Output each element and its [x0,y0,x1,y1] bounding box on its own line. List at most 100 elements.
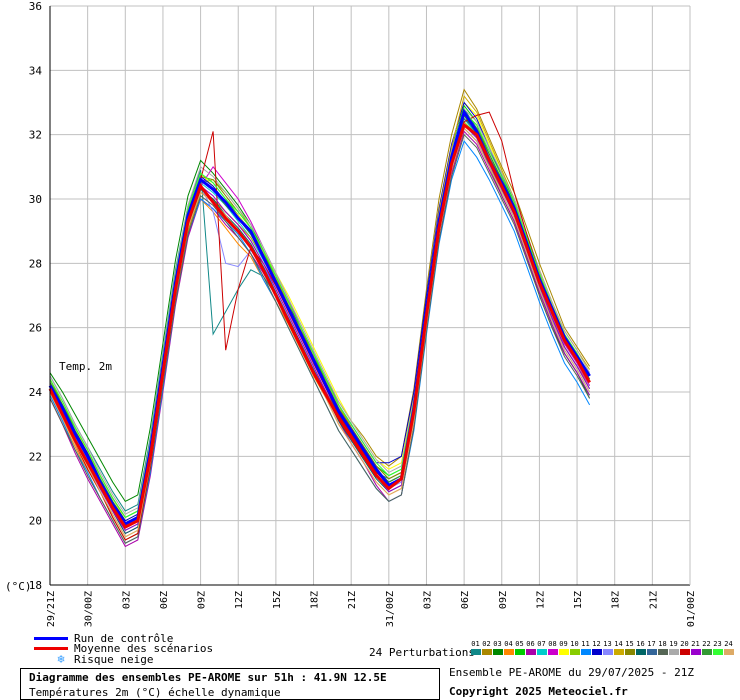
ensemble-info: Ensemble PE-AROME du 29/07/2025 - 21Z [449,666,695,679]
perturbation-number: 10 [570,640,579,648]
perturbation-number: 19 [669,640,678,648]
perturbation-number: 22 [702,640,711,648]
perturbation-number: 02 [482,640,491,648]
legend-snow: ❄ Risque neige [34,652,154,666]
perturbation-22: 22 [701,640,712,655]
perturbation-swatch [514,649,525,655]
perturbation-09: 09 [558,640,569,655]
x-tick-label: 15Z [573,591,584,609]
perturbation-number: 24 [724,640,733,648]
perturbation-number: 09 [559,640,568,648]
y-tick-label: 20 [29,515,42,528]
perturbation-number: 11 [581,640,590,648]
perturbation-number: 18 [658,640,667,648]
x-tick-label: 12Z [535,591,546,609]
perturbation-swatch [635,649,646,655]
y-tick-label: 22 [29,450,42,463]
perturbation-number: 21 [691,640,700,648]
perturbation-11: 11 [580,640,591,655]
perturbation-number: 20 [680,640,689,648]
copyright: Copyright 2025 Meteociel.fr [449,685,628,698]
perturbation-number: 03 [493,640,502,648]
x-tick-label: 03Z [422,591,433,609]
legend-control: Run de contrôle [34,631,174,645]
x-tick-label: 30/00Z [84,591,95,627]
perturbation-10: 10 [569,640,580,655]
perturbation-03: 03 [492,640,503,655]
perturbation-swatch [668,649,679,655]
x-tick-label: 21Z [648,591,659,609]
perturbation-number: 17 [647,640,656,648]
plot-area [50,6,690,585]
y-tick-label: 18 [29,579,42,592]
perturbation-swatch [679,649,690,655]
perturbation-number: 01 [471,640,480,648]
y-tick-label: 24 [29,386,43,399]
perturbation-swatch [690,649,701,655]
perturbation-20: 20 [679,640,690,655]
y-tick-label: 34 [29,64,43,77]
x-tick-label: 12Z [234,591,245,609]
perturbation-swatch [525,649,536,655]
x-tick-label: 15Z [272,591,283,609]
perturbation-swatch [624,649,635,655]
control-label: Run de contrôle [74,631,174,645]
axes [49,6,691,586]
mean-label: Moyenne des scénarios [74,641,214,655]
x-tick-label: 06Z [159,591,170,609]
x-tick-label: 31/00Z [385,591,396,627]
perturbation-swatch [503,649,514,655]
x-tick-label: 06Z [460,591,471,609]
perturbation-06: 06 [525,640,536,655]
legend-mean: Moyenne des scénarios [34,641,214,655]
perturbation-number: 13 [603,640,612,648]
perturbation-07: 07 [536,640,547,655]
perturbation-swatch [723,649,734,655]
perturbation-number: 05 [515,640,524,648]
perturbation-swatch [536,649,547,655]
perturbation-swatch [712,649,723,655]
perturbation-13: 13 [602,640,613,655]
perturbation-swatch [646,649,657,655]
perturbation-04: 04 [503,640,514,655]
temperature-chart: 18 20 22 24 26 28 30 32 34 36 29/21Z 30/00Z 03Z 06Z 0… [5,0,697,627]
y-tick-label: 30 [29,193,42,206]
perturbation-19: 19 [668,640,679,655]
perturbation-21: 21 [690,640,701,655]
perturbation-number: 15 [625,640,634,648]
perturbation-swatch [613,649,624,655]
perturbation-swatch [492,649,503,655]
x-tick-label: 03Z [121,591,132,609]
perturbation-number: 16 [636,640,645,648]
perturbation-24: 24 [723,640,734,655]
y-tick-label: 32 [29,129,42,142]
perturbation-swatch [569,649,580,655]
perturbation-18: 18 [657,640,668,655]
y-tick-label: 36 [29,0,42,13]
perturbation-number: 08 [548,640,557,648]
control-swatch [34,636,68,640]
mean-swatch [34,646,68,650]
chart-info-box: Diagramme des ensembles PE-AROME sur 51h… [20,668,440,700]
y-axis-unit: (°C) [5,580,32,593]
perturbations-label: 24 Perturbations [369,646,475,659]
perturbation-swatch [591,649,602,655]
perturbation-swatch [701,649,712,655]
member-line-18 [49,133,591,544]
x-tick-label: 18Z [310,591,321,609]
chart-title: Diagramme des ensembles PE-AROME sur 51h… [29,671,387,684]
perturbation-swatch [481,649,492,655]
chart-subtitle: Températures 2m (°C) échelle dynamique [29,686,281,699]
perturbation-swatch [558,649,569,655]
y-tick-label: 28 [29,257,42,270]
snow-label: Risque neige [74,652,154,666]
perturbation-02: 02 [481,640,492,655]
y-tick-labels: 18 20 22 24 26 28 30 32 34 36 [29,0,43,592]
perturbation-12: 12 [591,640,602,655]
series-label: Temp. 2m [59,360,112,373]
perturbation-15: 15 [624,640,635,655]
perturbation-number: 23 [713,640,722,648]
perturbation-swatch [470,649,481,655]
x-tick-label: 09Z [197,591,208,609]
perturbation-number: 14 [614,640,623,648]
